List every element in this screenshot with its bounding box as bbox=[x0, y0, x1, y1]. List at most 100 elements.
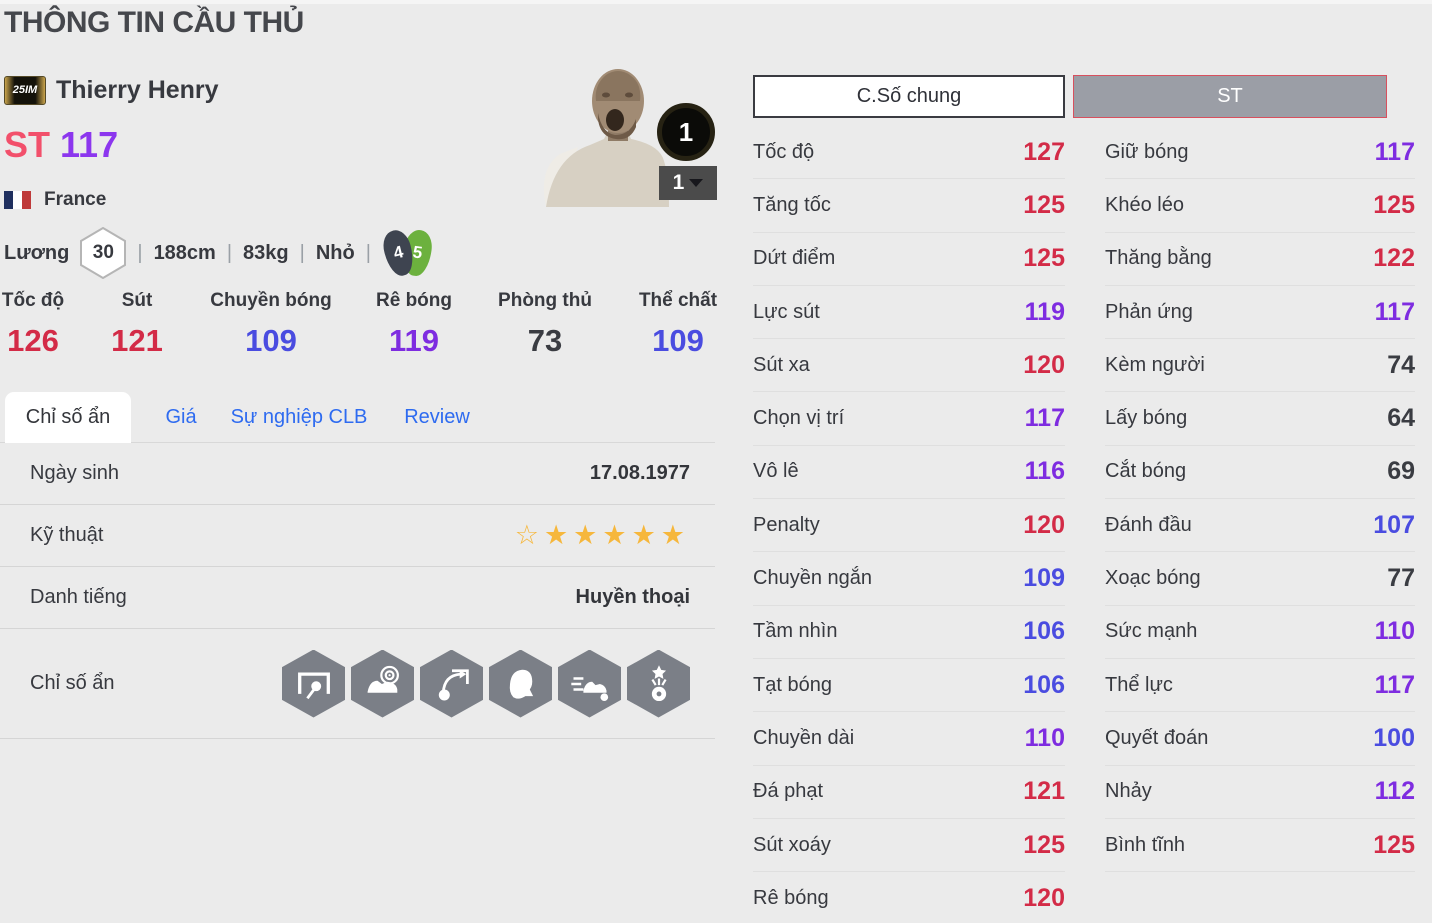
stat-value: 116 bbox=[1024, 457, 1065, 486]
stat-label: Thể lực bbox=[1105, 673, 1173, 696]
stat-row: Đá phạt 121 bbox=[753, 766, 1065, 819]
summary-stat-value: 119 bbox=[388, 323, 439, 358]
stat-row: Giữ bóng 117 bbox=[1105, 126, 1415, 180]
stat-value: 125 bbox=[1373, 830, 1415, 859]
hidden-stats-icons bbox=[282, 649, 690, 718]
tab-giá[interactable]: Giá bbox=[165, 405, 197, 428]
stat-label: Sức mạnh bbox=[1105, 620, 1198, 643]
position-rating: ST 117 bbox=[4, 124, 118, 166]
summary-stat-label: Chuyền bóng bbox=[210, 290, 332, 311]
stat-row: Thể lực 117 bbox=[1105, 659, 1415, 713]
stat-label: Tốc độ bbox=[753, 140, 815, 163]
stat-row: Khéo léo 125 bbox=[1105, 179, 1415, 233]
stat-label: Sút xoáy bbox=[753, 833, 831, 856]
summary-stat-value: 109 bbox=[652, 323, 704, 358]
summary-stat-label: Rê bóng bbox=[376, 290, 452, 311]
tab-sự-nghiệp-clb[interactable]: Sự nghiệp CLB bbox=[230, 405, 368, 428]
strong-foot-value: 5 bbox=[411, 242, 424, 263]
stat-value: 64 bbox=[1387, 404, 1415, 433]
season-badge-25im: 25IM bbox=[4, 76, 46, 105]
position-stats-button[interactable]: ST bbox=[1073, 75, 1387, 118]
chip-shot-icon[interactable] bbox=[420, 649, 483, 718]
stat-label: Lực sút bbox=[753, 300, 820, 323]
header-icon[interactable] bbox=[489, 649, 552, 718]
stat-value: 127 bbox=[1023, 137, 1065, 166]
stat-label: Chuyền dài bbox=[753, 726, 855, 749]
stat-value: 106 bbox=[1023, 670, 1065, 699]
stat-label: Tăng tốc bbox=[753, 193, 831, 216]
stat-row: Vô lê 116 bbox=[753, 446, 1065, 500]
stat-value: 121 bbox=[1023, 777, 1065, 806]
stat-row: Lực sút 119 bbox=[753, 286, 1065, 340]
stat-row: Kèm người 74 bbox=[1105, 339, 1415, 393]
stat-label: Đá phạt bbox=[753, 780, 824, 803]
general-stats-rows: Tốc độ 127 Tăng tốc 125 Dứt điểm 125 Lực… bbox=[753, 126, 1065, 923]
stat-row: Cắt bóng 69 bbox=[1105, 446, 1415, 500]
stat-row: Sút xa 120 bbox=[753, 339, 1065, 393]
stat-label: Chọn vị trí bbox=[753, 407, 845, 430]
skill-stars: ☆★★★★★ bbox=[514, 520, 690, 550]
stat-value: 100 bbox=[1373, 723, 1415, 752]
tab-review[interactable]: Review bbox=[404, 405, 470, 428]
speed-dribble-icon[interactable] bbox=[558, 649, 621, 718]
position-stats-rows: Giữ bóng 117 Khéo léo 125 Thăng bằng 122… bbox=[1105, 126, 1415, 873]
hidden-stats-row: Chỉ số ẩn bbox=[0, 629, 715, 739]
birthdate-label: Ngày sinh bbox=[30, 462, 119, 484]
goal-shot-icon[interactable] bbox=[282, 649, 345, 718]
player-photo bbox=[543, 69, 669, 207]
level-badge: 1 bbox=[657, 103, 715, 161]
salary-hexagon-badge: 30 bbox=[80, 227, 127, 279]
stat-label: Cắt bóng bbox=[1105, 460, 1187, 483]
player-height: 188cm bbox=[153, 241, 216, 264]
fame-row: Danh tiếng Huyền thoại bbox=[0, 567, 715, 629]
stat-value: 117 bbox=[1374, 670, 1415, 699]
stat-value: 125 bbox=[1023, 190, 1065, 219]
star-ball-icon[interactable] bbox=[627, 649, 690, 718]
stat-label: Kèm người bbox=[1105, 353, 1205, 376]
stat-row: Dứt điểm 125 bbox=[753, 233, 1065, 286]
boot-target-icon[interactable] bbox=[351, 649, 414, 718]
player-info-row: Lương 30 | 188cm | 83kg | Nhỏ | 4 5 bbox=[4, 227, 435, 279]
stat-value: 117 bbox=[1374, 137, 1415, 166]
divider: | bbox=[226, 241, 233, 264]
summary-stat-value: 109 bbox=[245, 323, 297, 358]
stat-row: Tạt bóng 106 bbox=[753, 659, 1065, 713]
stat-label: Sút xa bbox=[753, 353, 810, 376]
stat-value: 110 bbox=[1374, 617, 1415, 646]
hexagon-outline-icon bbox=[80, 227, 127, 279]
salary-label: Lương bbox=[4, 241, 70, 264]
france-flag-icon bbox=[4, 191, 31, 209]
stat-value: 119 bbox=[1024, 297, 1065, 326]
top-divider bbox=[0, 0, 1432, 4]
stat-value: 69 bbox=[1387, 457, 1415, 486]
birthdate-value: 17.08.1977 bbox=[589, 462, 690, 484]
stat-row: Chuyền ngắn 109 bbox=[753, 552, 1065, 606]
hidden-stats-label: Chỉ số ẩn bbox=[30, 672, 115, 694]
stat-row: Đánh đầu 107 bbox=[1105, 499, 1415, 553]
player-position: ST bbox=[4, 124, 51, 165]
stat-value: 109 bbox=[1023, 564, 1065, 593]
stat-label: Tầm nhìn bbox=[753, 620, 838, 643]
stat-label: Vô lê bbox=[753, 460, 799, 483]
stat-row: Phản ứng 117 bbox=[1105, 286, 1415, 340]
stat-value: 117 bbox=[1024, 404, 1065, 433]
level-dropdown[interactable]: 1 bbox=[659, 166, 717, 200]
summary-stat: Phòng thủ 73 bbox=[498, 290, 592, 359]
stat-label: Penalty bbox=[753, 513, 820, 536]
fame-value: Huyền thoại bbox=[575, 586, 690, 608]
stat-row: Nhảy 112 bbox=[1105, 766, 1415, 819]
stat-value: 122 bbox=[1373, 244, 1415, 273]
stat-row: Sút xoáy 125 bbox=[753, 819, 1065, 873]
stat-label: Tạt bóng bbox=[753, 673, 832, 696]
stat-value: 120 bbox=[1023, 510, 1065, 539]
stat-label: Quyết đoán bbox=[1105, 726, 1209, 749]
tab-chỉ-số-ẩn[interactable]: Chỉ số ẩn bbox=[5, 392, 131, 443]
stat-label: Rê bóng bbox=[753, 886, 829, 909]
general-stats-button[interactable]: C.Số chung bbox=[753, 75, 1065, 118]
summary-stat: Rê bóng 119 bbox=[376, 290, 452, 359]
stat-label: Bình tĩnh bbox=[1105, 833, 1186, 856]
summary-stat-label: Thể chất bbox=[638, 290, 718, 311]
stat-column-general: C.Số chung Tốc độ 127 Tăng tốc 125 Dứt đ… bbox=[753, 75, 1065, 923]
divider: | bbox=[299, 241, 305, 264]
stat-column-position: ST Giữ bóng 117 Khéo léo 125 Thăng bằng … bbox=[1073, 75, 1415, 873]
